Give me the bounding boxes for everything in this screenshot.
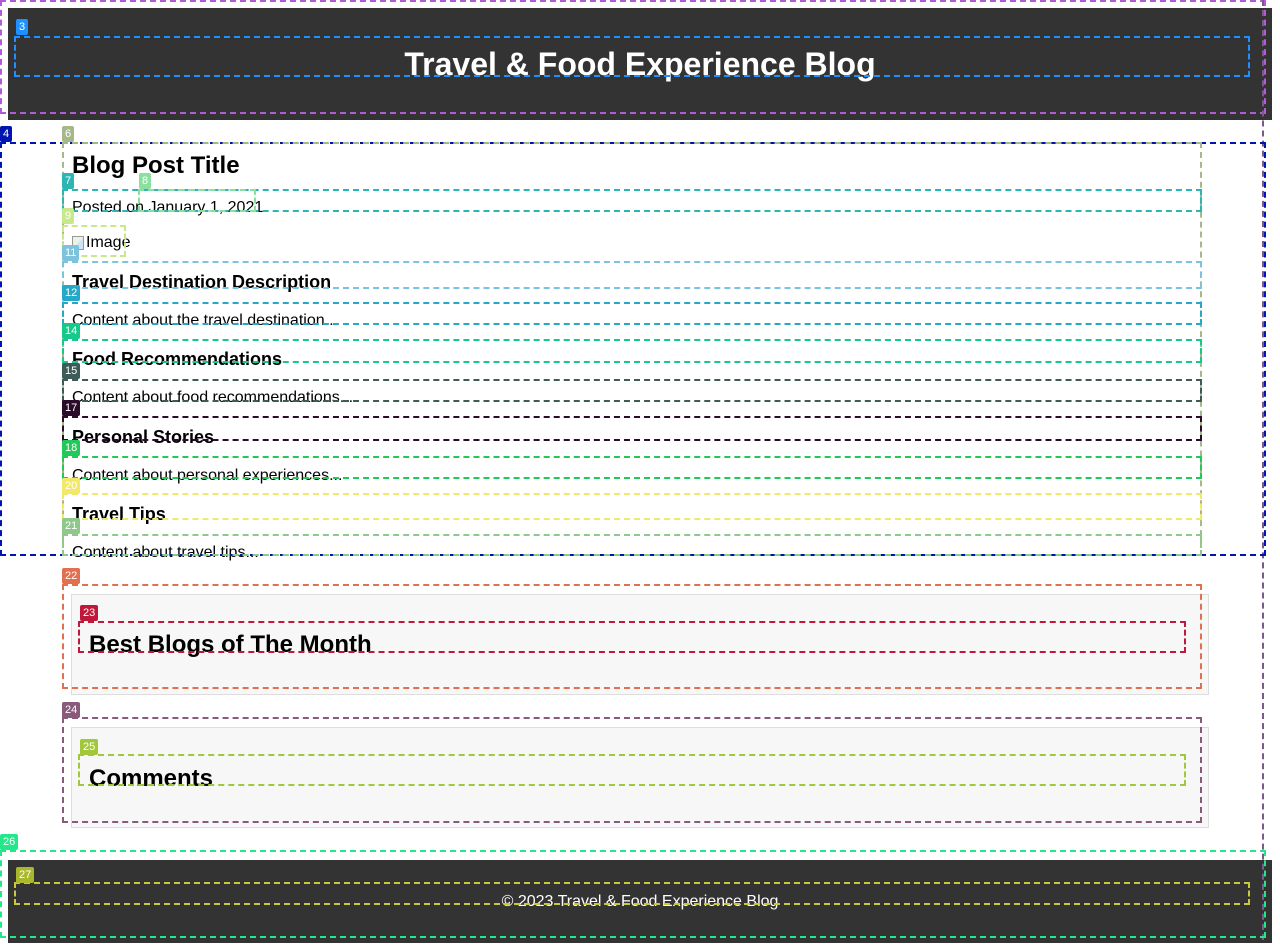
- post-title: Blog Post Title: [72, 152, 240, 179]
- section-content-stories: Content about personal experiences...: [72, 467, 343, 484]
- overlay-tag: 22: [62, 568, 81, 584]
- overlay-tag: 25: [80, 739, 99, 755]
- comments-title: Comments: [89, 765, 214, 792]
- overlay-tag: 11: [62, 245, 80, 261]
- overlay-tag: 24: [62, 702, 81, 718]
- section-heading-tips: Travel Tips: [72, 504, 166, 524]
- post-image-alt: Image: [86, 234, 131, 251]
- overlay-tag: 6: [62, 126, 75, 142]
- overlay-tag: 7: [62, 173, 75, 189]
- site-footer: © 2023 Travel & Food Experience Blog: [8, 860, 1272, 943]
- section-content-food: Content about food recommendations...: [72, 389, 354, 406]
- overlay-tag: 9: [62, 208, 75, 224]
- overlay-tag: 3: [16, 19, 29, 35]
- footer-copyright: © 2023 Travel & Food Experience Blog: [501, 893, 779, 910]
- guide-frame: [62, 493, 1202, 520]
- post-date: Posted on January 1, 2021: [72, 199, 264, 216]
- overlay-tag: 23: [80, 605, 99, 621]
- best-blogs-widget: Best Blogs of The Month: [71, 594, 1209, 695]
- section-heading-destination: Travel Destination Description: [72, 272, 332, 292]
- section-heading-food: Food Recommendations: [72, 349, 283, 369]
- overlay-tag: 8: [139, 173, 152, 189]
- section-content-destination: Content about the travel destination...: [72, 312, 338, 329]
- guide-frame: [1262, 0, 1266, 940]
- overlay-tag: 21: [62, 518, 81, 534]
- overlay-tag: 20: [62, 478, 81, 494]
- site-title: Travel & Food Experience Blog: [404, 46, 876, 82]
- guide-frame: [62, 416, 1202, 441]
- overlay-tag: 12: [62, 285, 81, 301]
- overlay-tag: 18: [62, 440, 81, 456]
- overlay-tag: 26: [0, 834, 19, 850]
- comments-widget: Comments: [71, 727, 1209, 828]
- best-blogs-title: Best Blogs of The Month: [89, 631, 372, 658]
- overlay-tag: 17: [62, 400, 81, 416]
- overlay-tag: 4: [0, 126, 13, 142]
- site-header: Travel & Food Experience Blog: [8, 8, 1272, 120]
- overlay-tag: 14: [62, 323, 81, 339]
- section-content-tips: Content about travel tips...: [72, 544, 259, 561]
- post-image: Image: [72, 234, 130, 252]
- overlay-tag: 15: [62, 363, 81, 379]
- overlay-tag: 27: [16, 867, 35, 883]
- section-heading-stories: Personal Stories: [72, 427, 215, 447]
